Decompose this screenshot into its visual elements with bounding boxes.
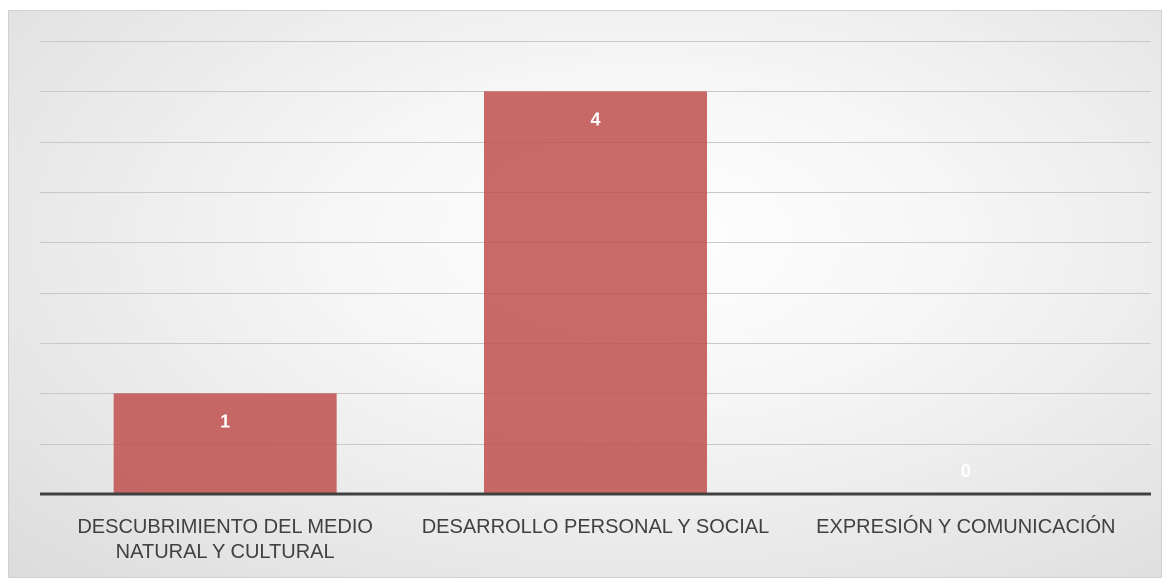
data-label-3: 0	[961, 461, 971, 481]
data-label-2: 4	[590, 109, 600, 129]
category-label-line: NATURAL Y CULTURAL	[115, 541, 335, 563]
category-label-line: DESARROLLO PERSONAL Y SOCIAL	[421, 516, 770, 538]
data-label-1: 1	[220, 411, 230, 431]
bars	[113, 91, 707, 494]
category-label-1: DESCUBRIMIENTO DEL MEDIO NATURAL Y CULTUR…	[45, 515, 405, 565]
data-labels: 1 4 0	[220, 109, 971, 481]
category-label-line: EXPRESIÓN Y COMUNICACIÓN	[816, 516, 1116, 538]
category-label-2: DESARROLLO PERSONAL Y SOCIAL	[416, 515, 776, 540]
category-label-line: DESCUBRIMIENTO DEL MEDIO	[77, 516, 373, 538]
bar-2	[484, 91, 707, 494]
category-label-3: EXPRESIÓN Y COMUNICACIÓN	[786, 515, 1146, 540]
bar-1	[113, 393, 337, 494]
